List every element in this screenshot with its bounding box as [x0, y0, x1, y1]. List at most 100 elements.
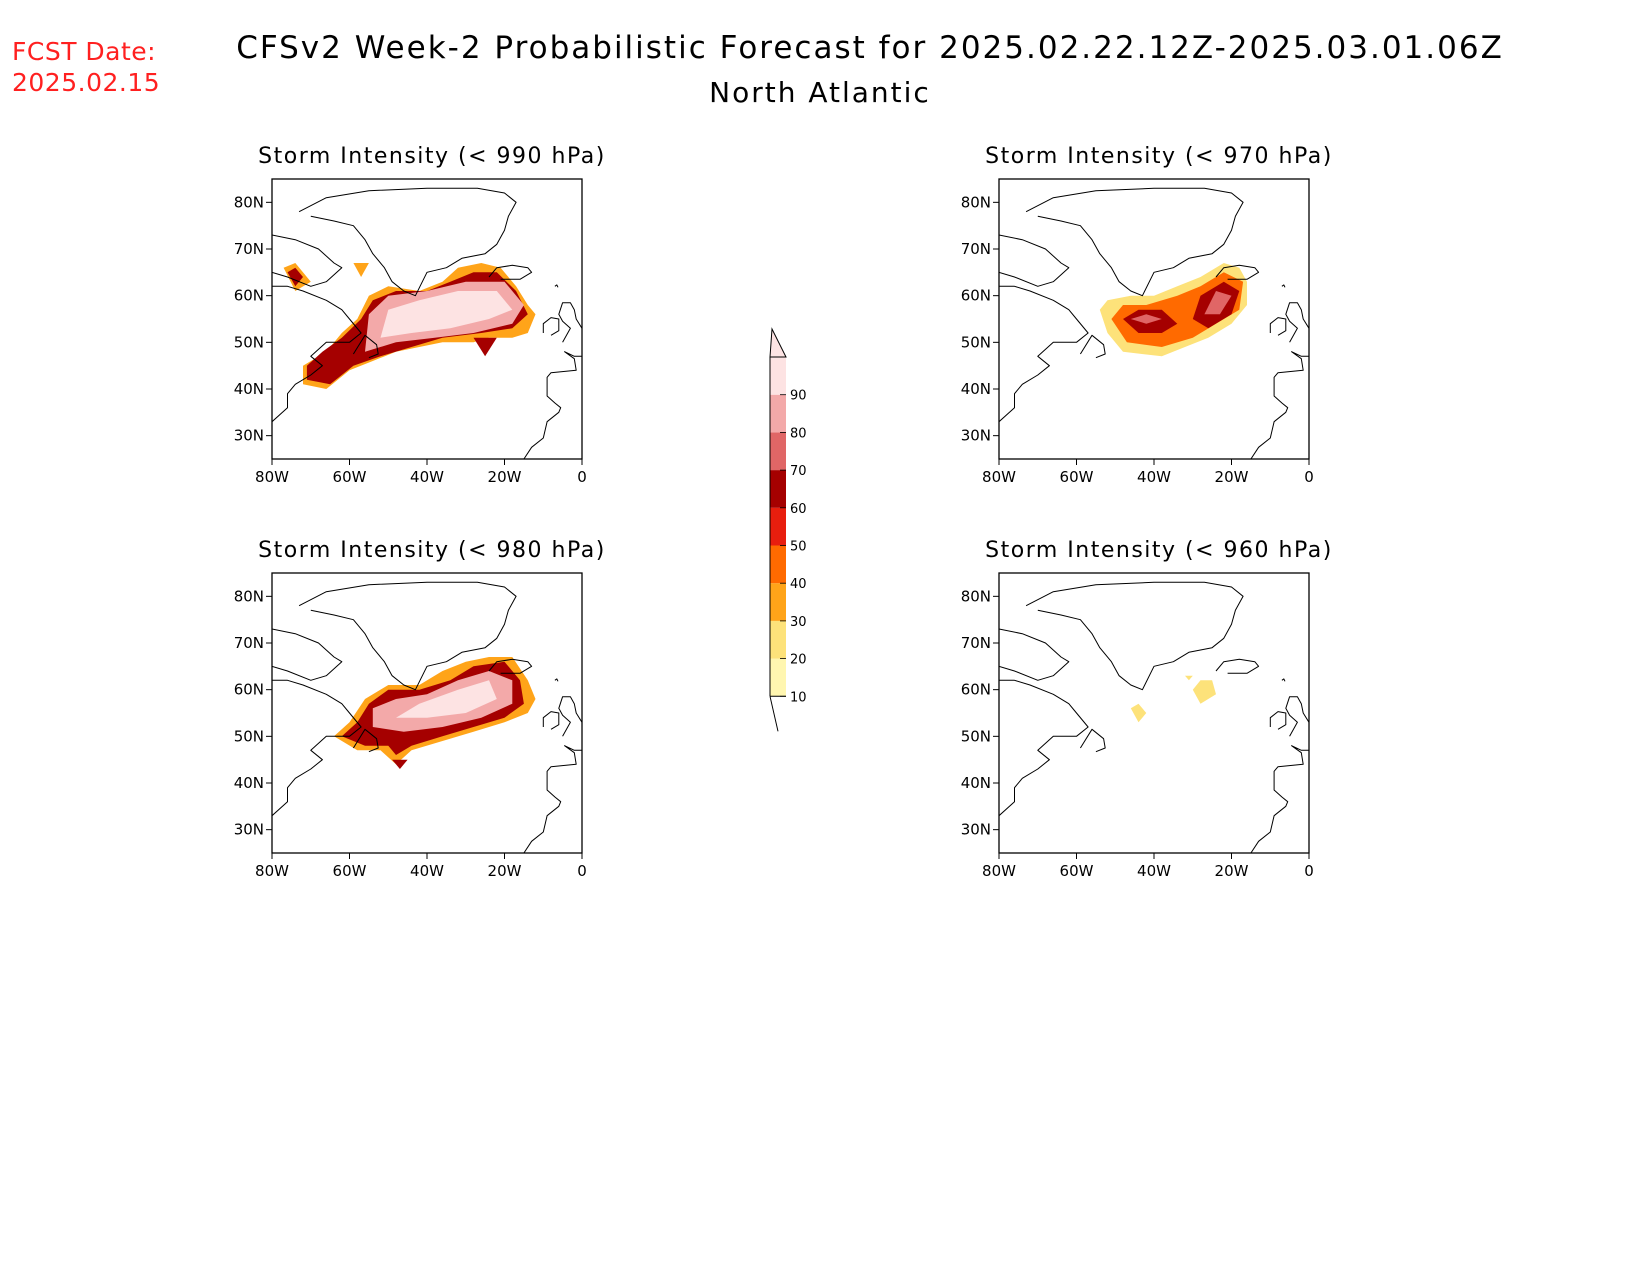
coastline — [1215, 658, 1260, 674]
coastline — [352, 334, 379, 359]
colorbar-swatch — [770, 620, 786, 659]
y-tick-label: 30N — [961, 821, 991, 839]
colorbar-label: 60 — [790, 502, 807, 517]
coastline — [1285, 302, 1309, 343]
x-tick-label: 80W — [982, 862, 1016, 880]
map-960: 80W 60W 40W 20W 0 80N 70N 60N 50N 40N 30N — [961, 572, 1314, 880]
coastline — [272, 234, 343, 287]
y-tick-label: 40N — [234, 774, 264, 792]
x-tick-label: 20W — [488, 862, 522, 880]
x-tick-label: 0 — [1304, 468, 1314, 486]
coastline — [1079, 334, 1106, 359]
y-tick-label: 70N — [234, 240, 264, 258]
x-tick-label: 0 — [1304, 862, 1314, 880]
y-tick-label: 30N — [234, 427, 264, 445]
plot-area — [272, 187, 582, 459]
x-tick-label: 60W — [333, 862, 367, 880]
probability-region — [1130, 314, 1162, 324]
panel-960: Storm Intensity (< 960 hPa) 80W 60W 40W 20W… — [949, 538, 1369, 918]
probability-region — [1130, 703, 1147, 723]
colorbar-cap — [769, 695, 786, 732]
colorbar-swatch — [770, 470, 786, 508]
map-frame — [998, 572, 1310, 854]
x-tick-label: 60W — [1060, 468, 1094, 486]
coastline — [999, 679, 1089, 817]
y-tick-label: 60N — [234, 681, 264, 699]
coastline — [999, 628, 1070, 681]
y-tick-label: 60N — [961, 681, 991, 699]
region-subtitle: North Atlantic — [709, 76, 931, 109]
coastline — [1250, 351, 1309, 459]
y-tick-label: 40N — [234, 380, 264, 398]
y-tick-label: 40N — [961, 380, 991, 398]
y-tick-label: 30N — [234, 821, 264, 839]
probability-region — [353, 263, 369, 277]
colorbar-cap — [769, 327, 787, 358]
colorbar-swatch — [770, 394, 786, 433]
plot-area — [272, 581, 582, 853]
y-tick-label: 70N — [234, 634, 264, 652]
coastline — [554, 284, 559, 288]
x-tick-label: 20W — [1215, 862, 1249, 880]
colorbar-label: 20 — [790, 653, 807, 668]
coastline — [542, 317, 560, 336]
panel-title: Storm Intensity (< 970 hPa) — [985, 144, 1333, 169]
y-tick-label: 50N — [961, 333, 991, 351]
coastline — [1281, 284, 1286, 288]
coastline — [1215, 264, 1260, 280]
x-tick-label: 80W — [255, 468, 289, 486]
coastline — [352, 728, 379, 753]
panel-990: Storm Intensity (< 990 hPa) 80W 60W 40W 20W… — [222, 144, 642, 524]
panel-title: Storm Intensity (< 990 hPa) — [258, 144, 606, 169]
x-tick-label: 60W — [333, 468, 367, 486]
probability-region — [396, 680, 497, 718]
panel-970: Storm Intensity (< 970 hPa) 80W 60W 40W 20W… — [949, 144, 1369, 524]
colorbar-label: 70 — [790, 464, 807, 479]
colorbar-label: 50 — [790, 540, 807, 555]
x-tick-label: 20W — [1215, 468, 1249, 486]
colorbar-label: 40 — [790, 577, 807, 592]
coastline — [272, 679, 362, 817]
y-tick-label: 80N — [234, 587, 264, 605]
probability-colorbar: 10 20 30 40 50 60 70 80 90 — [769, 327, 807, 732]
y-tick-label: 80N — [234, 193, 264, 211]
x-tick-label: 40W — [410, 468, 444, 486]
coastline — [523, 351, 582, 459]
x-tick-label: 0 — [577, 468, 587, 486]
probability-region — [392, 759, 408, 769]
panel-title: Storm Intensity (< 960 hPa) — [985, 538, 1333, 563]
coastline — [1079, 728, 1106, 753]
coastline — [272, 285, 362, 423]
coastline — [1025, 187, 1244, 297]
colorbar-swatch — [770, 658, 786, 697]
y-tick-label: 70N — [961, 240, 991, 258]
coastline — [999, 234, 1070, 287]
colorbar-swatch — [770, 507, 786, 546]
coastline — [272, 628, 343, 681]
probability-region — [1204, 291, 1232, 315]
x-tick-label: 80W — [982, 468, 1016, 486]
coastline — [1269, 711, 1287, 730]
probability-region — [1192, 680, 1216, 704]
map-990: 80W 60W 40W 20W 0 80N 70N 60N 50N 40N 30N — [234, 178, 587, 486]
y-tick-label: 60N — [234, 287, 264, 305]
coastline — [1269, 317, 1287, 336]
coastline — [542, 711, 560, 730]
x-tick-label: 40W — [410, 862, 444, 880]
plot-area — [999, 581, 1309, 853]
colorbar-label: 10 — [790, 690, 807, 705]
x-tick-label: 40W — [1137, 862, 1171, 880]
x-tick-label: 20W — [488, 468, 522, 486]
y-tick-label: 50N — [234, 727, 264, 745]
coastline — [1250, 745, 1309, 853]
colorbar-swatch — [770, 545, 786, 584]
colorbar-label: 90 — [790, 389, 807, 404]
probability-region — [380, 291, 513, 338]
map-980: 80W 60W 40W 20W 0 80N 70N 60N 50N 40N 30N — [234, 572, 587, 880]
coastline — [488, 264, 533, 280]
panel-980: Storm Intensity (< 980 hPa) 80W 60W 40W 20W… — [222, 538, 642, 918]
coastline — [558, 696, 582, 737]
coastline — [488, 658, 533, 674]
x-tick-label: 0 — [577, 862, 587, 880]
coastline — [1025, 581, 1244, 691]
